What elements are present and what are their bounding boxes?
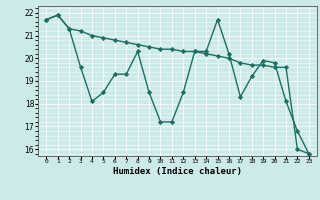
X-axis label: Humidex (Indice chaleur): Humidex (Indice chaleur) [113,167,242,176]
